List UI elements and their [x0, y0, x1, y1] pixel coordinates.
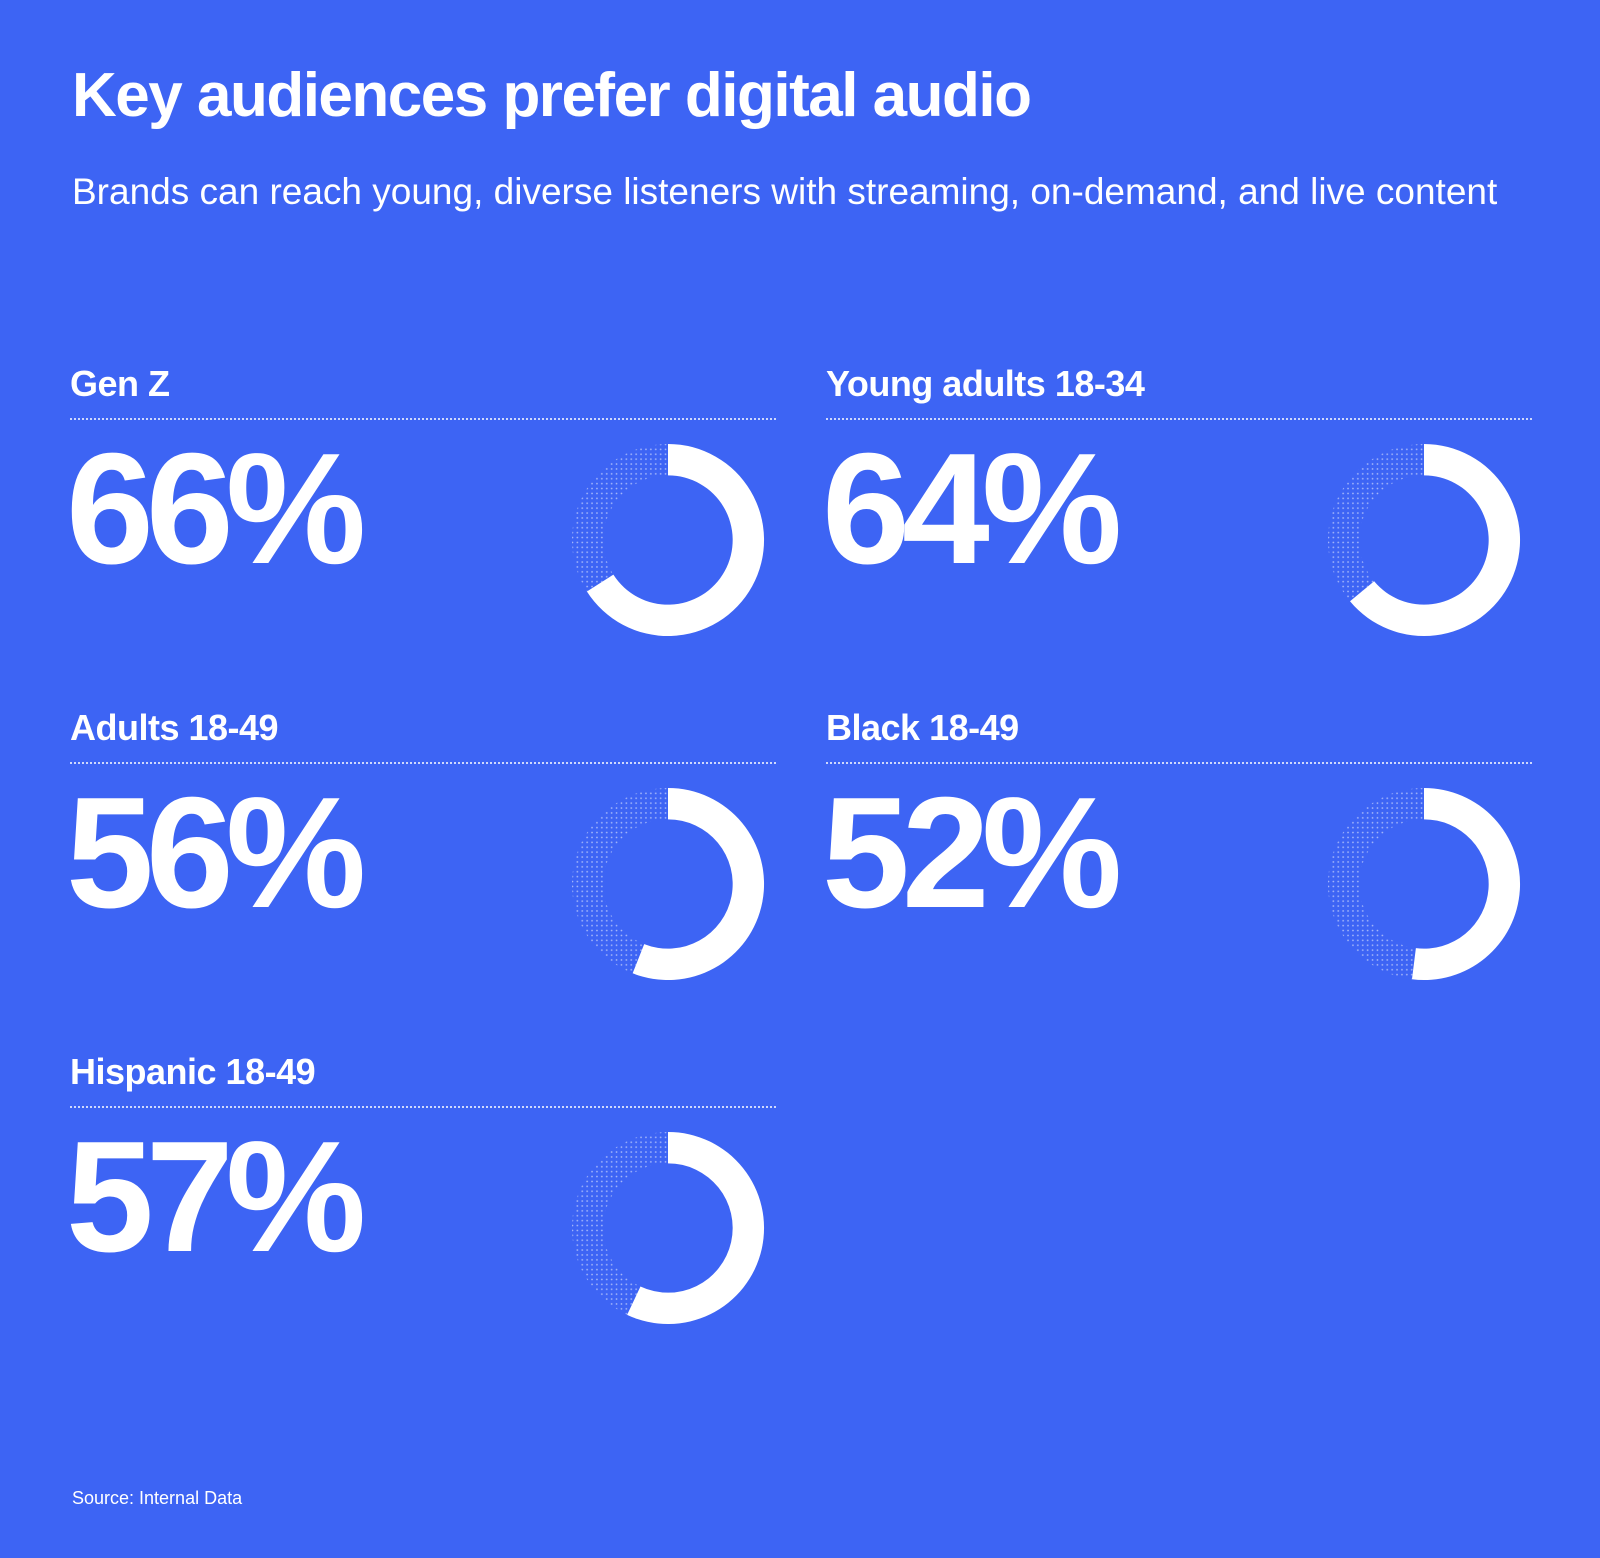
dotted-divider [826, 418, 1532, 420]
chart-subtitle: Brands can reach young, diverse listener… [72, 171, 1498, 212]
percentage-value: 66% [66, 421, 366, 597]
donut-value-arc [1349, 443, 1521, 637]
percentage-value: 64% [822, 421, 1122, 597]
audience-card-hispanic: Hispanic 18-49 57% [66, 1050, 776, 1340]
dotted-divider [70, 1106, 776, 1108]
audience-label: Gen Z [70, 363, 170, 404]
percentage-value: 56% [66, 765, 366, 941]
dotted-divider [70, 762, 776, 764]
audience-label: Young adults 18-34 [826, 363, 1145, 404]
dotted-divider [70, 418, 776, 420]
donut-remainder [571, 787, 668, 974]
donut-remainder [1327, 787, 1424, 980]
donut-value-arc [627, 1131, 765, 1325]
dotted-divider [826, 762, 1532, 764]
donut-remainder [571, 1131, 668, 1315]
donut-chart [1327, 443, 1521, 637]
percentage-value: 57% [66, 1109, 366, 1285]
donut-chart [571, 443, 765, 637]
audience-label: Hispanic 18-49 [70, 1051, 316, 1092]
donut-remainder [571, 443, 668, 592]
donut-remainder [1327, 443, 1424, 602]
source-note: Source: Internal Data [72, 1488, 243, 1508]
audience-card-young-adults: Young adults 18-34 64% [822, 362, 1532, 652]
chart-title: Key audiences prefer digital audio [72, 61, 1032, 130]
donut-value-arc [632, 787, 765, 981]
donut-chart [1327, 787, 1521, 981]
audience-label: Adults 18-49 [70, 707, 279, 748]
donut-chart [571, 787, 765, 981]
percentage-value: 52% [822, 765, 1122, 941]
donut-chart [571, 1131, 765, 1325]
audience-card-adults: Adults 18-49 56% [66, 706, 776, 996]
audience-card-black: Black 18-49 52% [822, 706, 1532, 996]
donut-value-arc [586, 443, 765, 637]
audience-card-gen-z: Gen Z 66% [66, 362, 776, 652]
audience-label: Black 18-49 [826, 707, 1019, 748]
donut-value-arc [1411, 787, 1521, 981]
